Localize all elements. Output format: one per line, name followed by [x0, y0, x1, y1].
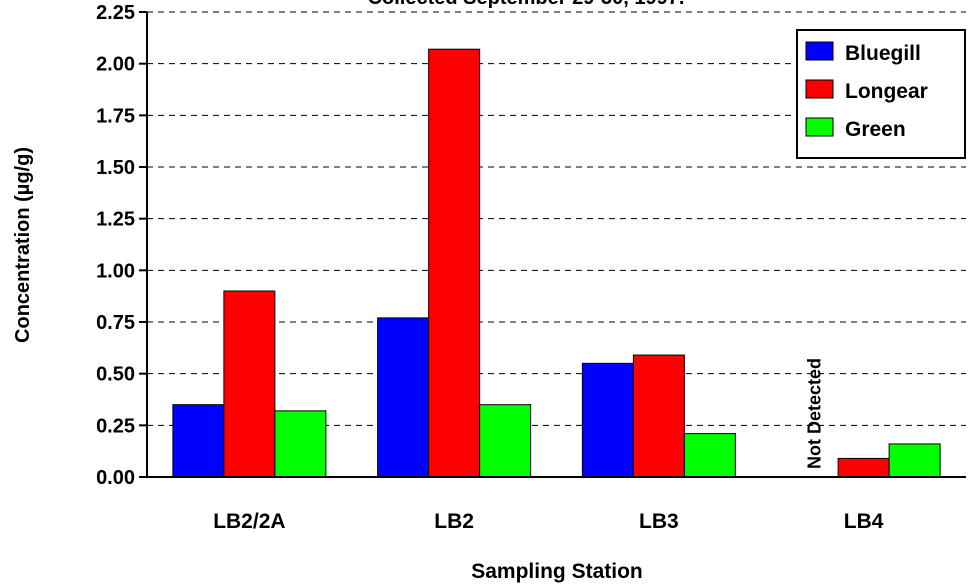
legend-swatch-green	[805, 117, 834, 137]
bar-lb3-green	[683, 433, 736, 478]
y-tick-label: 1.00	[96, 260, 135, 282]
gridlines	[147, 11, 966, 426]
y-axis-ticks: 0.00 0.25 0.50 0.75 1.00 1.25 1.50 1.75 2.00 2.25	[96, 2, 147, 489]
bar-lb3-bluegill	[581, 362, 634, 478]
legend-label-green: Green	[845, 118, 906, 141]
legend-swatch-longear	[805, 79, 834, 99]
chart-title: Collected September 29-30, 1997.	[368, 0, 685, 9]
bar-lb2-2a-green	[274, 410, 327, 478]
x-tick-label: LB3	[639, 510, 679, 533]
y-tick-label: 2.25	[96, 2, 135, 24]
legend-label-bluegill: Bluegill	[845, 42, 921, 65]
bar-lb4-longear	[837, 457, 890, 478]
bars	[172, 48, 941, 478]
bar-lb2-2a-longear	[223, 290, 276, 478]
bar-lb2-longear	[428, 48, 481, 478]
legend: Bluegill Longear Green	[796, 29, 966, 159]
axes	[139, 12, 966, 478]
y-axis-title: Concentration (µg/g)	[12, 147, 34, 343]
x-axis-title: Sampling Station	[471, 560, 643, 583]
annotations: Not Detected	[805, 358, 825, 469]
x-tick-label: LB2	[434, 510, 474, 533]
x-tick-label: LB4	[844, 510, 884, 533]
y-tick-label: 1.25	[96, 209, 135, 231]
y-tick-label: 0.25	[96, 415, 135, 437]
y-tick-label: 0.00	[96, 467, 135, 489]
y-tick-label: 2.00	[96, 54, 135, 76]
legend-label-longear: Longear	[845, 80, 928, 103]
legend-swatch-bluegill	[805, 41, 834, 61]
y-tick-label: 1.50	[96, 157, 135, 179]
bar-lb2-green	[479, 404, 532, 478]
y-tick-label: 0.50	[96, 364, 135, 386]
x-axis-tick-labels: LB2/2A LB2 LB3 LB4	[213, 510, 884, 533]
bar-lb4-green	[888, 443, 941, 478]
bar-lb2-2a-bluegill	[172, 404, 225, 478]
not-detected-annotation: Not Detected	[805, 358, 825, 469]
bar-lb2-bluegill	[377, 317, 430, 478]
y-tick-label: 1.75	[96, 105, 135, 127]
bar-lb3-longear	[632, 354, 685, 478]
y-tick-label: 0.75	[96, 312, 135, 334]
x-tick-label: LB2/2A	[213, 510, 285, 533]
